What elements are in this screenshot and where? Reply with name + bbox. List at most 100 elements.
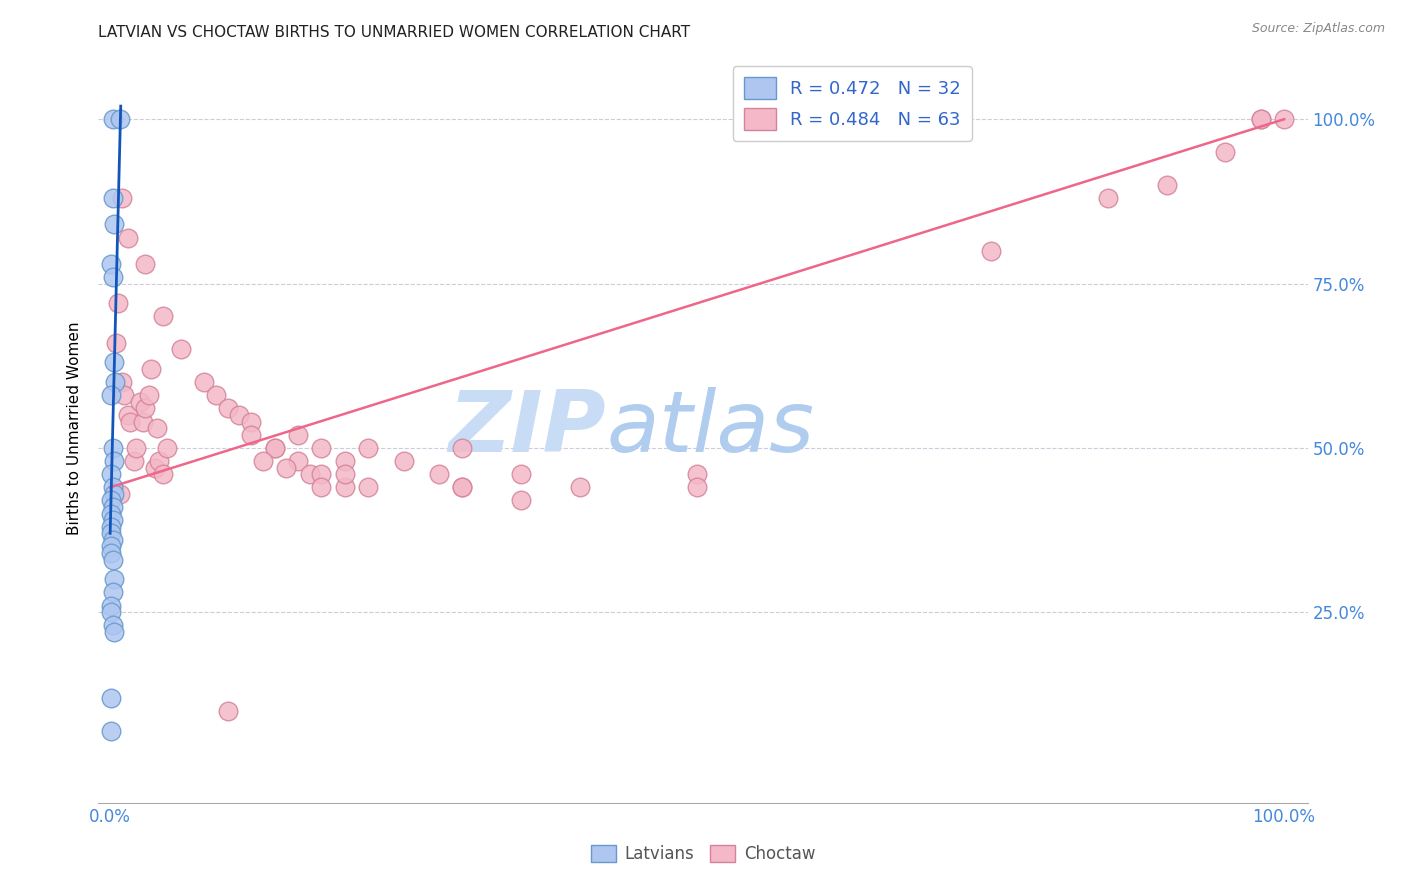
Point <box>100 493 122 508</box>
Point <box>263 441 285 455</box>
Point <box>103 454 125 468</box>
Legend: Latvians, Choctaw: Latvians, Choctaw <box>583 838 823 870</box>
Point <box>132 415 155 429</box>
Point <box>263 441 285 455</box>
Point <box>101 618 124 632</box>
Point <box>100 507 122 521</box>
Point <box>169 343 191 357</box>
Point <box>311 467 333 482</box>
Point <box>217 401 239 416</box>
Point <box>120 415 142 429</box>
Point <box>138 388 160 402</box>
Point <box>1215 145 1237 160</box>
Point <box>103 218 125 232</box>
Point <box>686 480 709 494</box>
Point <box>111 375 134 389</box>
Point <box>103 572 125 586</box>
Point <box>333 480 356 494</box>
Point <box>1250 112 1272 127</box>
Point <box>357 441 380 455</box>
Point <box>117 230 139 244</box>
Point <box>100 388 122 402</box>
Point <box>101 480 124 494</box>
Point <box>217 704 239 718</box>
Point <box>510 493 533 508</box>
Point <box>276 460 298 475</box>
Point <box>143 460 166 475</box>
Point <box>252 454 274 468</box>
Point <box>152 310 174 324</box>
Text: ZIP: ZIP <box>449 386 606 470</box>
Point <box>240 415 263 429</box>
Point <box>298 467 321 482</box>
Point <box>100 520 122 534</box>
Text: LATVIAN VS CHOCTAW BIRTHS TO UNMARRIED WOMEN CORRELATION CHART: LATVIAN VS CHOCTAW BIRTHS TO UNMARRIED W… <box>98 25 690 40</box>
Point <box>101 500 124 514</box>
Point <box>117 408 139 422</box>
Point <box>333 454 356 468</box>
Point <box>100 540 122 554</box>
Point <box>107 296 129 310</box>
Point <box>111 191 134 205</box>
Point <box>108 487 131 501</box>
Point <box>101 552 124 566</box>
Point <box>100 526 122 541</box>
Y-axis label: Births to Unmarried Women: Births to Unmarried Women <box>67 321 83 535</box>
Point <box>427 467 450 482</box>
Point <box>101 585 124 599</box>
Point <box>101 533 124 547</box>
Point <box>311 441 333 455</box>
Point <box>510 467 533 482</box>
Point <box>1097 191 1119 205</box>
Point <box>451 480 474 494</box>
Point <box>100 467 122 482</box>
Point <box>134 401 156 416</box>
Point <box>204 388 226 402</box>
Point <box>141 362 163 376</box>
Point <box>105 335 128 350</box>
Text: atlas: atlas <box>606 386 814 470</box>
Point <box>193 375 215 389</box>
Point <box>103 487 125 501</box>
Point <box>101 191 124 205</box>
Point <box>100 605 122 619</box>
Point <box>103 355 125 369</box>
Point <box>148 454 170 468</box>
Point <box>451 441 474 455</box>
Point <box>311 480 333 494</box>
Point <box>686 467 709 482</box>
Point <box>1272 112 1295 127</box>
Point <box>287 454 309 468</box>
Point <box>146 421 169 435</box>
Point <box>134 257 156 271</box>
Point <box>1156 178 1178 192</box>
Point <box>240 427 263 442</box>
Text: Source: ZipAtlas.com: Source: ZipAtlas.com <box>1251 22 1385 36</box>
Point <box>333 467 356 482</box>
Point <box>100 546 122 560</box>
Point <box>112 388 135 402</box>
Point <box>100 257 122 271</box>
Point <box>451 480 474 494</box>
Point <box>101 513 124 527</box>
Point <box>155 441 177 455</box>
Point <box>100 723 122 738</box>
Point <box>228 408 250 422</box>
Point <box>122 454 145 468</box>
Point <box>392 454 415 468</box>
Point <box>104 375 127 389</box>
Point <box>101 270 124 285</box>
Point <box>568 480 591 494</box>
Point <box>103 624 125 639</box>
Point <box>1250 112 1272 127</box>
Point <box>152 467 174 482</box>
Point <box>101 441 124 455</box>
Point <box>100 599 122 613</box>
Point <box>101 112 124 127</box>
Point <box>980 244 1002 258</box>
Point <box>128 395 150 409</box>
Point <box>100 690 122 705</box>
Point <box>287 427 309 442</box>
Point <box>357 480 380 494</box>
Point <box>108 112 131 127</box>
